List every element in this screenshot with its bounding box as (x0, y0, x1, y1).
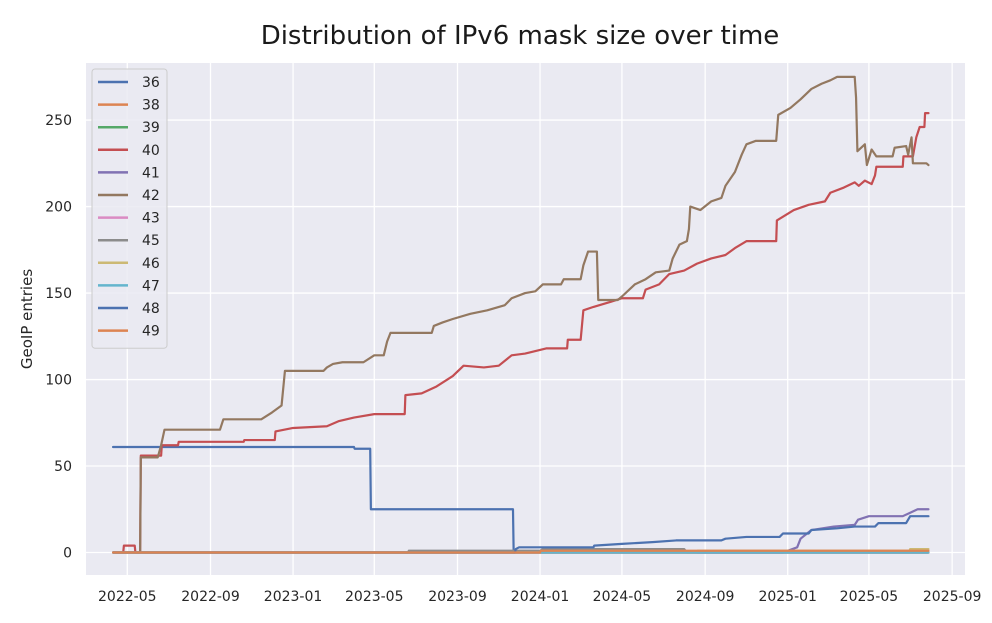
legend-label-38: 38 (142, 98, 160, 114)
x-tick-label: 2024-05 (593, 589, 652, 605)
x-tick-label: 2023-05 (345, 589, 404, 605)
y-tick-label: 50 (54, 459, 72, 475)
x-tick-label: 2022-09 (181, 589, 240, 605)
x-tick-label: 2024-09 (676, 589, 735, 605)
legend-label-45: 45 (142, 233, 160, 249)
legend-box (91, 68, 168, 349)
y-tick-label: 100 (45, 373, 72, 389)
y-tick-label: 150 (45, 286, 72, 302)
x-tick-label: 2023-01 (264, 589, 323, 605)
x-tick-label: 2025-05 (840, 589, 899, 605)
legend-label-41: 41 (142, 165, 160, 181)
legend-label-40: 40 (142, 143, 160, 159)
x-tick-label: 2025-01 (758, 589, 817, 605)
y-axis-label: GeoIP entries (18, 269, 36, 369)
y-axis: 0 50 100 150 200 250 (45, 113, 72, 561)
legend-label-39: 39 (142, 120, 160, 136)
plot-area (86, 63, 965, 575)
x-axis: 2022-05 2022-09 2023-01 2023-05 2023-09 2024-… (98, 589, 981, 605)
series-line-40 (111, 112, 930, 554)
y-tick-label: 0 (63, 546, 72, 562)
legend: 36 38 39 40 41 42 43 45 46 47 48 49 (91, 68, 168, 349)
x-tick-label: 2025-09 (923, 589, 982, 605)
series-line-49 (111, 549, 930, 554)
legend-label-47: 47 (142, 278, 160, 294)
series-line-41 (111, 508, 930, 554)
x-tick-label: 2022-05 (98, 589, 157, 605)
legend-label-46: 46 (142, 256, 160, 272)
legend-label-36: 36 (142, 75, 160, 91)
y-tick-label: 200 (45, 200, 72, 216)
legend-label-48: 48 (142, 301, 160, 317)
y-tick-label: 250 (45, 113, 72, 129)
x-tick-label: 2024-01 (511, 589, 570, 605)
series-lines (111, 75, 930, 554)
chart-title: Distribution of IPv6 mask size over time (261, 21, 780, 51)
legend-label-42: 42 (142, 188, 160, 204)
x-tick-label: 2023-09 (428, 589, 487, 605)
series-line-42 (111, 75, 930, 554)
series-line-36 (111, 445, 930, 554)
series-line-48 (111, 515, 930, 554)
legend-label-49: 49 (142, 324, 160, 340)
legend-label-43: 43 (142, 211, 160, 227)
